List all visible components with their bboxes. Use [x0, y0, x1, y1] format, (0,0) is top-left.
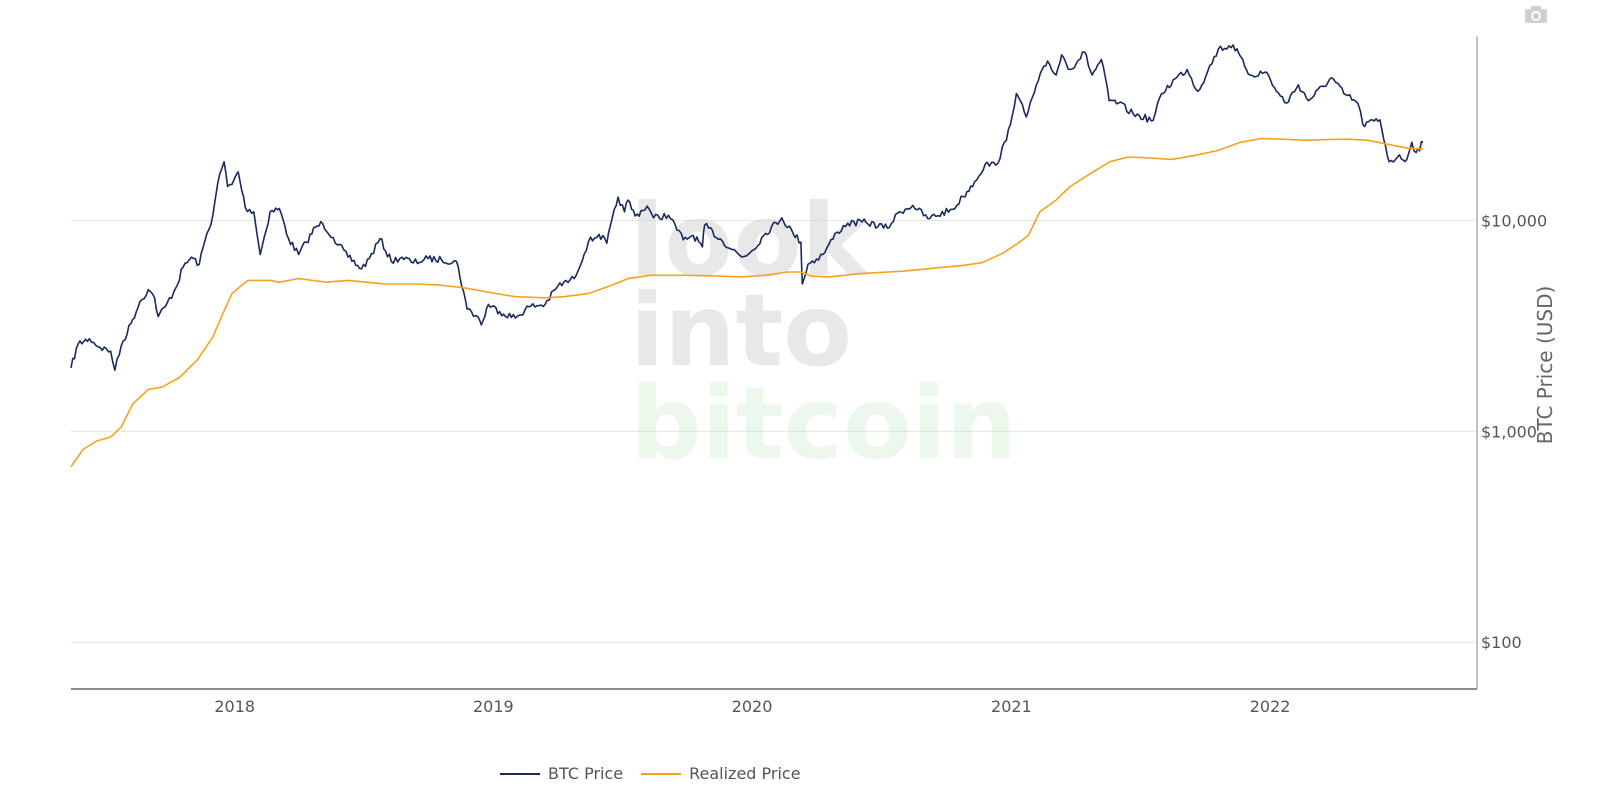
legend-swatch-btc [500, 772, 540, 775]
x-tick-label: 2020 [732, 697, 773, 716]
legend-item-btc-price[interactable]: BTC Price [500, 764, 623, 783]
watermark-bitcoin: bitcoin [630, 365, 1017, 482]
y-tick-label: $1,000 [1481, 422, 1537, 441]
legend-label-btc: BTC Price [548, 764, 624, 783]
legend-swatch-realized [641, 772, 682, 775]
x-tick-label: 2018 [214, 697, 255, 716]
y-axis-ticks: $100 $1,000 $10,000 [1481, 212, 1547, 653]
legend-item-realized-price[interactable]: Realized Price [641, 764, 801, 783]
x-tick-label: 2021 [991, 697, 1032, 716]
x-tick-label: 2019 [473, 697, 514, 716]
y-axis-title: BTC Price (USD) [1533, 286, 1557, 445]
watermark-into: into [630, 272, 852, 389]
legend-label-realized: Realized Price [689, 764, 801, 783]
axes [71, 36, 1478, 690]
y-tick-label: $100 [1481, 633, 1522, 652]
legend: BTC Price Realized Price [500, 764, 819, 783]
x-tick-label: 2022 [1250, 697, 1291, 716]
camera-icon[interactable] [1524, 4, 1548, 24]
gridlines [71, 220, 1477, 643]
y-tick-label: $10,000 [1481, 212, 1547, 231]
series-line-btc-price [70, 44, 1424, 372]
series-layer [70, 44, 1424, 468]
series-line-realized-price [70, 137, 1424, 468]
x-axis-ticks: 2018 2019 2020 2021 2022 [214, 697, 1290, 716]
